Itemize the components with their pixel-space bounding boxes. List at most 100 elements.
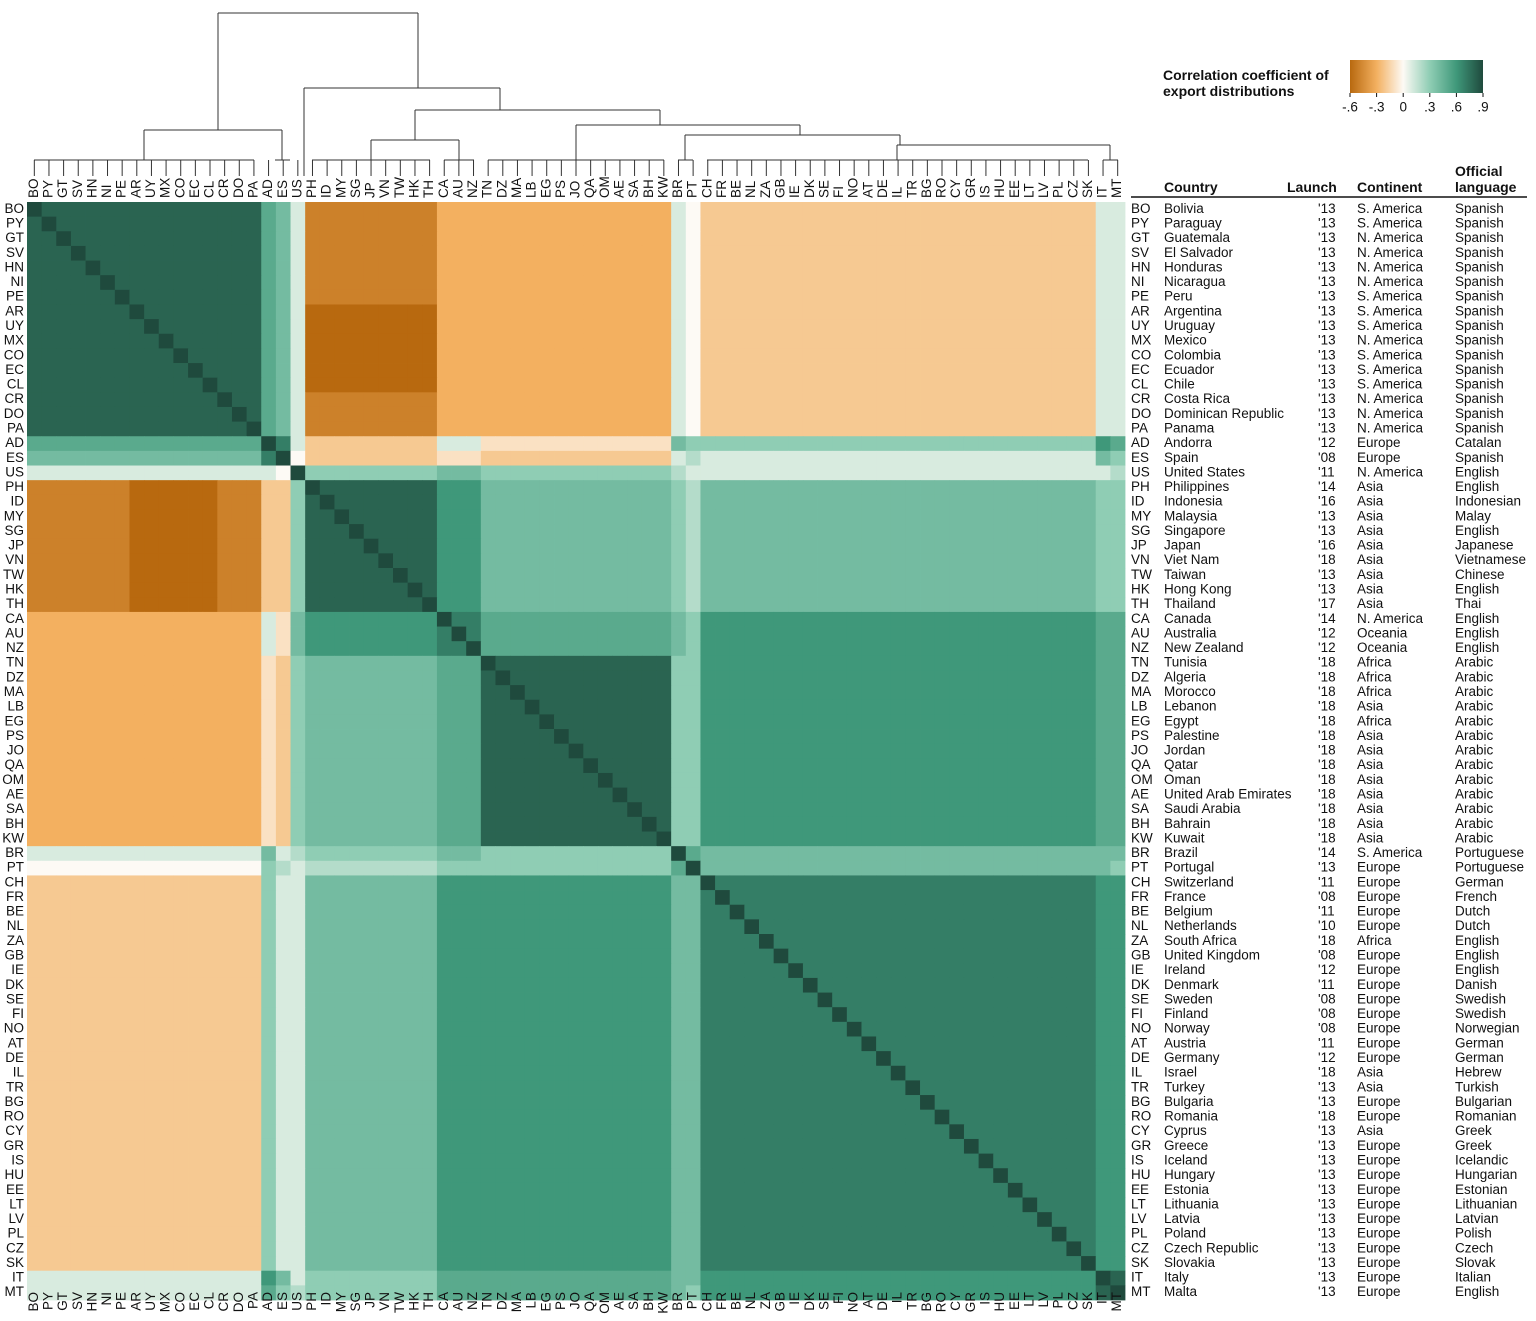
heatmap-cell <box>275 392 291 408</box>
heatmap-cell <box>685 846 701 862</box>
heatmap-cell <box>290 626 306 642</box>
heatmap-cell <box>920 963 936 979</box>
heatmap-cell <box>817 392 833 408</box>
heatmap-cell <box>129 377 145 393</box>
heatmap-cell <box>1037 875 1053 891</box>
heatmap-cell <box>759 1109 775 1125</box>
heatmap-cell <box>100 875 116 891</box>
heatmap-cell <box>963 275 979 291</box>
heatmap-cell <box>539 655 555 671</box>
heatmap-cell <box>144 729 160 745</box>
heatmap-cell <box>817 846 833 862</box>
heatmap-cell <box>963 392 979 408</box>
heatmap-cell <box>85 289 101 305</box>
heatmap-cell <box>451 406 467 422</box>
heatmap-cell <box>583 319 599 335</box>
heatmap-cell <box>466 714 482 730</box>
heatmap-cell <box>1081 436 1097 452</box>
heatmap-cell <box>1022 363 1038 379</box>
heatmap-cell <box>788 509 804 525</box>
heatmap-cell <box>524 1065 540 1081</box>
heatmap-cell <box>363 1007 379 1023</box>
heatmap-cell <box>1051 406 1067 422</box>
heatmap-cell <box>56 538 72 554</box>
heatmap-cell <box>495 421 511 437</box>
heatmap-cell <box>744 597 760 613</box>
heatmap-cell <box>1022 729 1038 745</box>
heatmap-cell <box>1110 333 1126 349</box>
heatmap-cell <box>744 568 760 584</box>
heatmap-cell <box>349 553 365 569</box>
heatmap-cell <box>627 494 643 510</box>
heatmap-cell <box>436 758 452 774</box>
heatmap-cell <box>466 1080 482 1096</box>
heatmap-cell <box>393 743 409 759</box>
heatmap-cell <box>685 641 701 657</box>
heatmap-cell <box>729 348 745 364</box>
heatmap-cell <box>656 597 672 613</box>
heatmap-cell <box>817 275 833 291</box>
heatmap-cell <box>100 992 116 1008</box>
heatmap-cell <box>890 787 906 803</box>
heatmap-cell <box>319 934 335 950</box>
heatmap-cell <box>554 860 570 876</box>
heatmap-cell <box>817 699 833 715</box>
heatmap-cell <box>905 1138 921 1154</box>
heatmap-cell <box>451 202 467 218</box>
heatmap-cell <box>451 1080 467 1096</box>
heatmap-cell <box>261 216 277 232</box>
heatmap-cell <box>466 626 482 642</box>
heatmap-cell <box>817 304 833 320</box>
heatmap-cell <box>949 216 965 232</box>
heatmap-cell <box>832 319 848 335</box>
heatmap-cell <box>905 1036 921 1052</box>
heatmap-cell <box>568 1036 584 1052</box>
heatmap-cell <box>261 875 277 891</box>
heatmap-cell <box>846 846 862 862</box>
heatmap-cell <box>817 450 833 466</box>
heatmap-cell <box>1051 553 1067 569</box>
heatmap-cell <box>1081 919 1097 935</box>
heatmap-cell <box>539 641 555 657</box>
heatmap-cell <box>685 333 701 349</box>
heatmap-cell <box>817 436 833 452</box>
heatmap-cell <box>978 553 994 569</box>
heatmap-cell <box>817 670 833 686</box>
heatmap-cell <box>1022 1109 1038 1125</box>
heatmap-cell <box>231 1007 247 1023</box>
heatmap-cell <box>1066 963 1082 979</box>
heatmap-cell <box>436 977 452 993</box>
heatmap-cell <box>510 743 526 759</box>
heatmap-cell <box>993 333 1009 349</box>
heatmap-cell <box>188 538 204 554</box>
heatmap-cell <box>846 216 862 232</box>
heatmap-cell <box>173 1124 189 1140</box>
heatmap-cell <box>27 231 43 247</box>
heatmap-cell <box>261 1153 277 1169</box>
heatmap-cell <box>144 1138 160 1154</box>
heatmap-cell <box>744 890 760 906</box>
heatmap-cell <box>539 626 555 642</box>
heatmap-cell <box>451 289 467 305</box>
heatmap-cell <box>1037 611 1053 627</box>
heatmap-cell <box>217 626 233 642</box>
heatmap-cell <box>436 436 452 452</box>
heatmap-cell <box>978 1138 994 1154</box>
heatmap-cell <box>246 992 262 1008</box>
heatmap-cell <box>510 568 526 584</box>
heatmap-cell <box>436 597 452 613</box>
heatmap-cell <box>890 1109 906 1125</box>
heatmap-cell <box>217 348 233 364</box>
heatmap-cell <box>451 1036 467 1052</box>
heatmap-cell <box>1066 655 1082 671</box>
heatmap-cell <box>934 553 950 569</box>
heatmap-cell <box>114 363 130 379</box>
heatmap-cell <box>802 333 818 349</box>
heatmap-cell <box>349 421 365 437</box>
heatmap-cell <box>334 1065 350 1081</box>
heatmap-cell <box>1066 538 1082 554</box>
heatmap-cell <box>188 1138 204 1154</box>
heatmap-cell <box>963 216 979 232</box>
heatmap-cell <box>627 1124 643 1140</box>
heatmap-cell <box>1095 450 1111 466</box>
